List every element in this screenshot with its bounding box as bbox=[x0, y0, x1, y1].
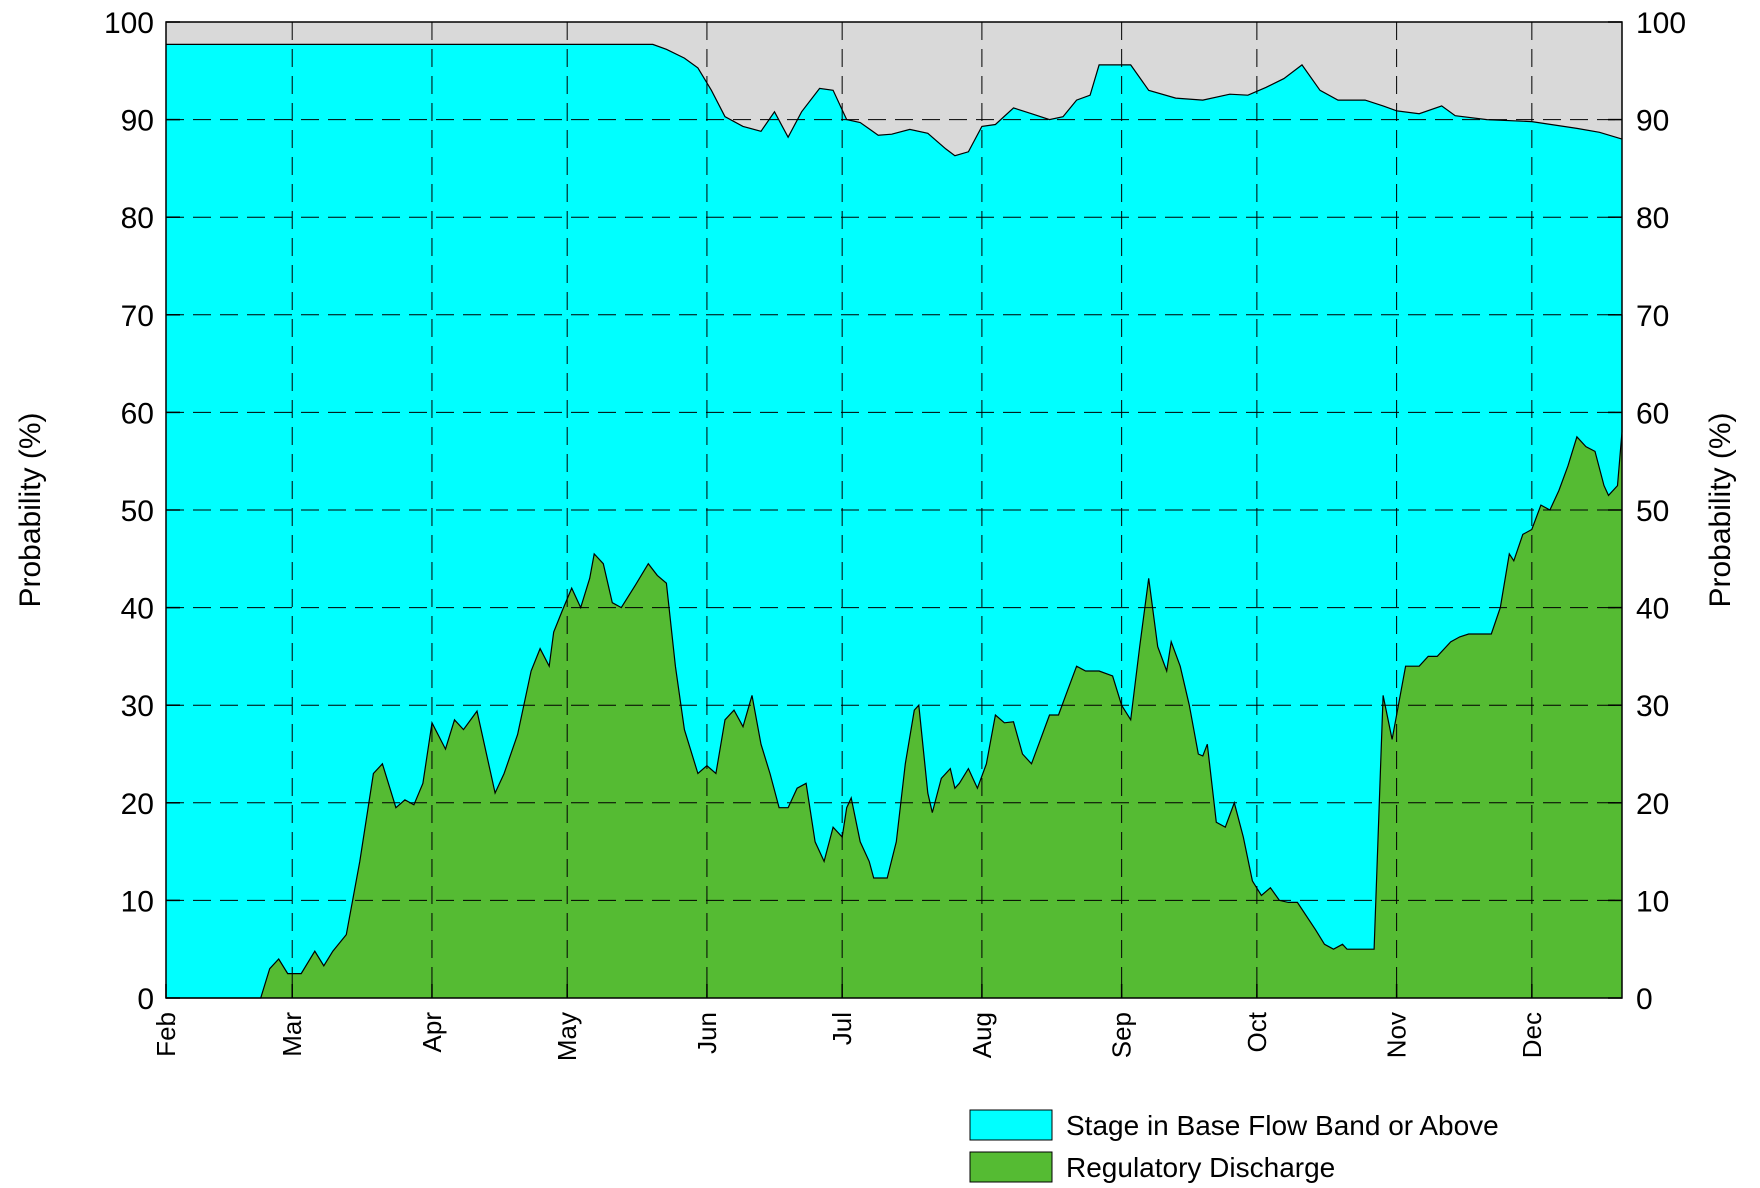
y-tick-label-right: 60 bbox=[1636, 397, 1669, 430]
x-tick-label-jul: Jul bbox=[827, 1012, 857, 1045]
y-axis-title-right: Probability (%) bbox=[1704, 412, 1737, 607]
y-tick-label-right: 50 bbox=[1636, 495, 1669, 528]
legend: Stage in Base Flow Band or Above Regulat… bbox=[969, 1109, 1499, 1183]
y-tick-label-right: 20 bbox=[1636, 788, 1669, 821]
tick-layer bbox=[165, 21, 1622, 999]
y-tick-label-left: 100 bbox=[104, 7, 154, 40]
legend-swatch-regulatory-discharge bbox=[969, 1151, 1053, 1183]
y-tick-label-left: 10 bbox=[121, 885, 154, 918]
x-tick-label-sep: Sep bbox=[1107, 1012, 1137, 1058]
y-tick-label-left: 0 bbox=[137, 983, 154, 1016]
y-tick-label-left: 50 bbox=[121, 495, 154, 528]
legend-swatch-stage-base-flow bbox=[969, 1109, 1053, 1141]
y-tick-label-right: 10 bbox=[1636, 885, 1669, 918]
grid-layer bbox=[166, 22, 1622, 998]
y-tick-label-right: 30 bbox=[1636, 690, 1669, 723]
legend-label-stage-base-flow: Stage in Base Flow Band or Above bbox=[1066, 1110, 1499, 1141]
y-tick-label-right: 80 bbox=[1636, 202, 1669, 235]
y-tick-label-left: 30 bbox=[121, 690, 154, 723]
x-tick-label-feb: Feb bbox=[151, 1012, 181, 1057]
x-tick-label-apr: Apr bbox=[417, 1012, 447, 1053]
x-tick-label-jun: Jun bbox=[692, 1012, 722, 1054]
legend-label-regulatory-discharge: Regulatory Discharge bbox=[1066, 1152, 1335, 1183]
y-tick-label-left: 70 bbox=[121, 300, 154, 333]
y-tick-label-left: 40 bbox=[121, 593, 154, 626]
x-tick-label-nov: Nov bbox=[1382, 1012, 1412, 1058]
y-tick-label-right: 100 bbox=[1636, 7, 1686, 40]
x-tick-label-dec: Dec bbox=[1517, 1012, 1547, 1058]
series-area-1 bbox=[166, 314, 1622, 998]
y-tick-label-left: 80 bbox=[121, 202, 154, 235]
y-tick-label-right: 70 bbox=[1636, 300, 1669, 333]
y-tick-label-right: 40 bbox=[1636, 593, 1669, 626]
series-layer bbox=[166, 43, 1623, 999]
series-line-0 bbox=[166, 43, 1623, 157]
y-axis-title-left: Probability (%) bbox=[14, 412, 47, 607]
y-tick-label-left: 60 bbox=[121, 397, 154, 430]
x-tick-label-aug: Aug bbox=[967, 1012, 997, 1058]
y-tick-label-right: 0 bbox=[1636, 983, 1653, 1016]
series-line-1 bbox=[166, 314, 1623, 999]
y-tick-label-left: 20 bbox=[121, 788, 154, 821]
x-tick-label-mar: Mar bbox=[277, 1012, 307, 1057]
y-tick-label-left: 90 bbox=[121, 105, 154, 138]
label-layer: 0 0 10 10 20 20 30 30 40 40 50 50 60 60 70 70 80 80 90 90 10… bbox=[104, 7, 1686, 1061]
x-tick-label-may: May bbox=[552, 1012, 582, 1061]
x-tick-label-oct: Oct bbox=[1242, 1011, 1272, 1052]
y-tick-label-right: 90 bbox=[1636, 105, 1669, 138]
